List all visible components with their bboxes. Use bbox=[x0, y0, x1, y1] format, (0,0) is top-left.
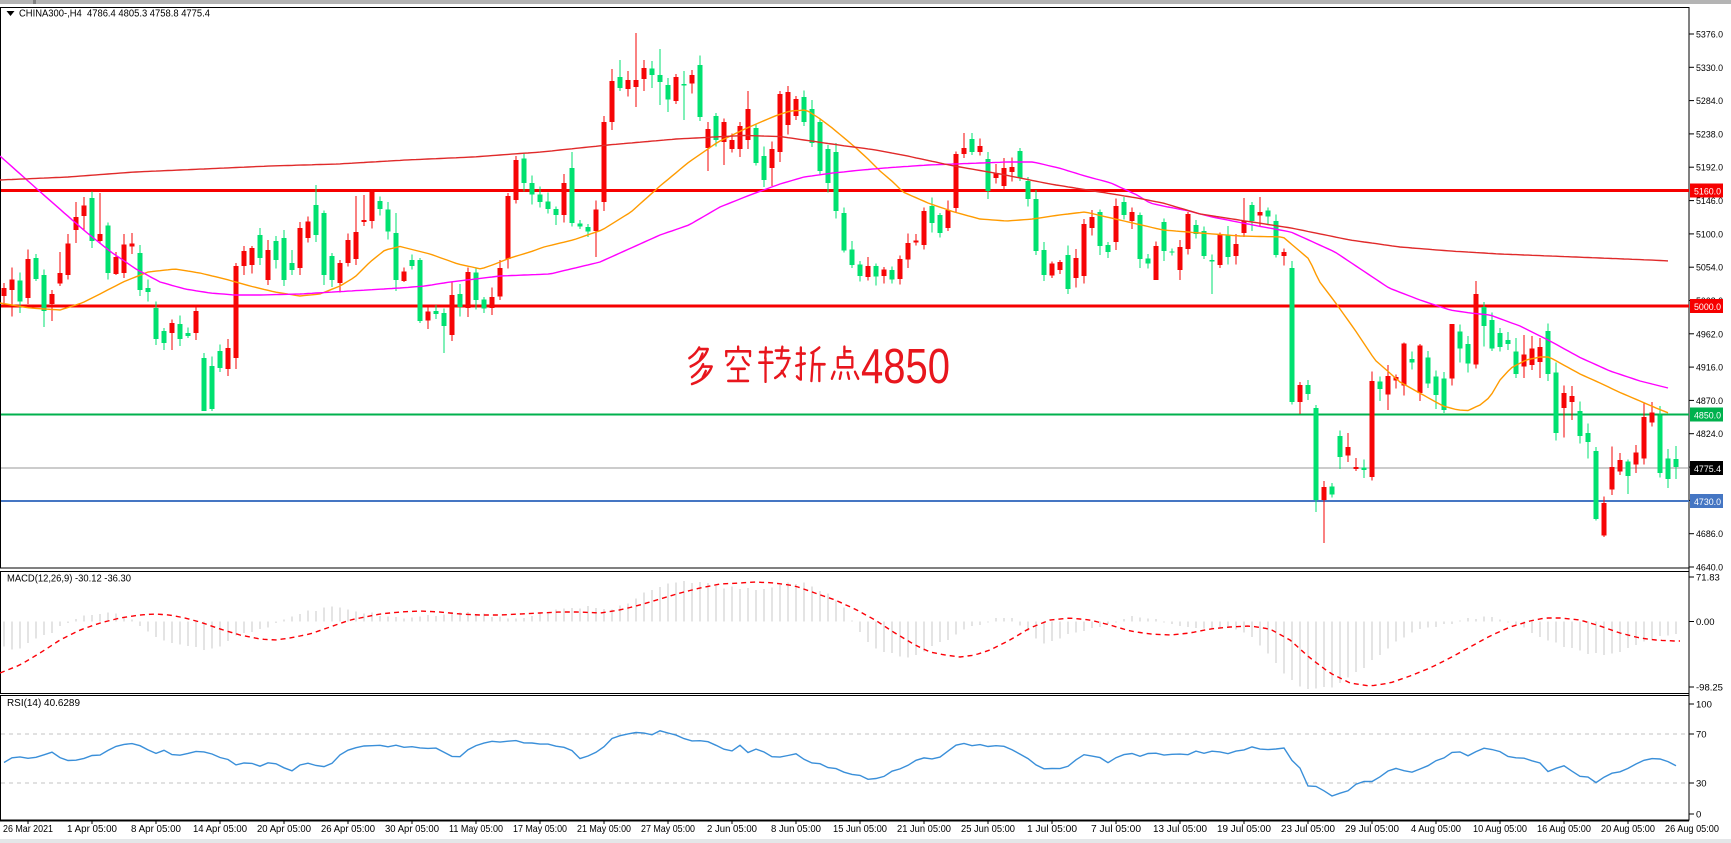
svg-text:5000.0: 5000.0 bbox=[1694, 302, 1721, 313]
svg-text:8 Apr 05:00: 8 Apr 05:00 bbox=[131, 823, 181, 835]
svg-text:16 Aug 05:00: 16 Aug 05:00 bbox=[1537, 823, 1591, 835]
svg-text:29 Jul 05:00: 29 Jul 05:00 bbox=[1345, 823, 1399, 835]
svg-text:25 Jun 05:00: 25 Jun 05:00 bbox=[961, 823, 1015, 835]
svg-text:4870.0: 4870.0 bbox=[1696, 396, 1723, 407]
svg-text:5192.0: 5192.0 bbox=[1696, 163, 1723, 174]
svg-text:10 Aug 05:00: 10 Aug 05:00 bbox=[1473, 823, 1527, 835]
svg-text:4962.0: 4962.0 bbox=[1696, 329, 1723, 340]
svg-text:5376.0: 5376.0 bbox=[1696, 30, 1723, 41]
svg-text:21 May 05:00: 21 May 05:00 bbox=[577, 823, 631, 835]
svg-text:5238.0: 5238.0 bbox=[1696, 129, 1723, 140]
svg-text:30 Apr 05:00: 30 Apr 05:00 bbox=[385, 823, 439, 835]
svg-text:4640.0: 4640.0 bbox=[1696, 563, 1723, 574]
svg-text:7 Jul 05:00: 7 Jul 05:00 bbox=[1091, 823, 1141, 835]
svg-text:5284.0: 5284.0 bbox=[1696, 96, 1723, 107]
svg-text:0: 0 bbox=[1696, 810, 1701, 821]
svg-text:4850.0: 4850.0 bbox=[1694, 411, 1721, 422]
svg-text:5330.0: 5330.0 bbox=[1696, 63, 1723, 74]
svg-text:4730.0: 4730.0 bbox=[1694, 497, 1721, 508]
svg-text:MACD(12,26,9) -30.12 -36.30: MACD(12,26,9) -30.12 -36.30 bbox=[7, 574, 131, 585]
svg-text:1 Jul 05:00: 1 Jul 05:00 bbox=[1027, 823, 1077, 835]
svg-text:100: 100 bbox=[1696, 700, 1712, 711]
svg-text:70: 70 bbox=[1696, 730, 1707, 741]
svg-text:5160.0: 5160.0 bbox=[1694, 187, 1721, 198]
svg-text:27 May 05:00: 27 May 05:00 bbox=[641, 823, 695, 835]
svg-text:20 Aug 05:00: 20 Aug 05:00 bbox=[1601, 823, 1655, 835]
svg-text:26 Mar 2021: 26 Mar 2021 bbox=[3, 823, 53, 835]
svg-text:4775.4: 4775.4 bbox=[1694, 464, 1721, 475]
svg-text:11 May 05:00: 11 May 05:00 bbox=[449, 823, 503, 835]
svg-text:0.00: 0.00 bbox=[1696, 617, 1715, 628]
svg-text:8 Jun 05:00: 8 Jun 05:00 bbox=[771, 823, 821, 835]
svg-text:4 Aug 05:00: 4 Aug 05:00 bbox=[1411, 823, 1461, 835]
svg-text:4850: 4850 bbox=[861, 340, 950, 394]
svg-text:19 Jul 05:00: 19 Jul 05:00 bbox=[1217, 823, 1271, 835]
svg-text:4916.0: 4916.0 bbox=[1696, 363, 1723, 374]
svg-text:26 Apr 05:00: 26 Apr 05:00 bbox=[321, 823, 375, 835]
svg-text:17 May 05:00: 17 May 05:00 bbox=[513, 823, 567, 835]
svg-text:26 Aug 05:00: 26 Aug 05:00 bbox=[1665, 823, 1719, 835]
svg-text:RSI(14) 40.6289: RSI(14) 40.6289 bbox=[7, 698, 80, 709]
svg-text:5054.0: 5054.0 bbox=[1696, 263, 1723, 274]
svg-text:2 Jun 05:00: 2 Jun 05:00 bbox=[707, 823, 757, 835]
svg-text:71.83: 71.83 bbox=[1696, 573, 1720, 584]
svg-text:21 Jun 05:00: 21 Jun 05:00 bbox=[897, 823, 951, 835]
svg-text:23 Jul 05:00: 23 Jul 05:00 bbox=[1281, 823, 1335, 835]
svg-text:20 Apr 05:00: 20 Apr 05:00 bbox=[257, 823, 311, 835]
svg-text:5100.0: 5100.0 bbox=[1696, 229, 1723, 240]
svg-text:15 Jun 05:00: 15 Jun 05:00 bbox=[833, 823, 887, 835]
svg-text:30: 30 bbox=[1696, 779, 1707, 790]
svg-text:CHINA300-,H4 4786.4 4805.3 47: CHINA300-,H4 4786.4 4805.3 4758.8 4775.4 bbox=[19, 9, 210, 20]
svg-text:1 Apr 05:00: 1 Apr 05:00 bbox=[67, 823, 117, 835]
svg-text:4824.0: 4824.0 bbox=[1696, 429, 1723, 440]
svg-text:13 Jul 05:00: 13 Jul 05:00 bbox=[1153, 823, 1207, 835]
svg-text:5146.0: 5146.0 bbox=[1696, 196, 1723, 207]
svg-text:4686.0: 4686.0 bbox=[1696, 529, 1723, 540]
svg-text:14 Apr 05:00: 14 Apr 05:00 bbox=[193, 823, 247, 835]
svg-text:-98.25: -98.25 bbox=[1696, 683, 1723, 694]
